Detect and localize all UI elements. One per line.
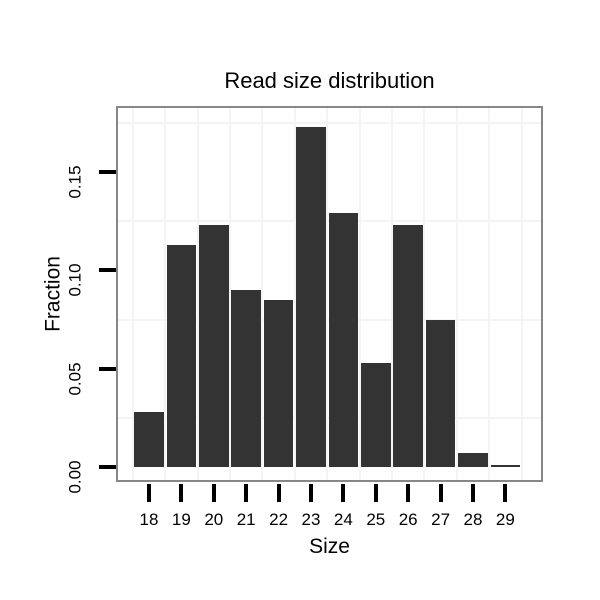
x-tick-label: 24 [333, 510, 353, 529]
y-tick-label: 0.00 [65, 460, 85, 494]
bar-18 [134, 412, 164, 467]
y-tick [99, 268, 116, 273]
y-tick [99, 465, 116, 469]
y-tick-label: 0.10 [65, 263, 85, 297]
gridline-vertical [423, 108, 426, 480]
bar-23 [296, 127, 326, 467]
y-tick [99, 170, 116, 175]
y-axis-title: Fraction [41, 256, 65, 332]
bar-25 [361, 363, 391, 467]
gridline-vertical [164, 108, 167, 480]
bar-28 [458, 453, 488, 467]
chart-title: Read size distribution [224, 68, 435, 93]
x-tick-label: 19 [171, 510, 191, 529]
x-tick [406, 484, 411, 502]
gridline-vertical [391, 108, 393, 480]
bar-21 [231, 290, 261, 467]
x-tick-label: 25 [366, 510, 386, 529]
x-tick-label: 28 [463, 510, 483, 529]
x-tick-label: 26 [398, 510, 418, 529]
y-tick-label: 0.15 [65, 165, 85, 199]
x-tick-label: 18 [139, 510, 159, 529]
x-tick [309, 484, 313, 502]
bar-26 [393, 225, 423, 467]
gridline-vertical [261, 108, 264, 480]
gridline-vertical [358, 108, 361, 480]
x-tick [179, 484, 184, 502]
gridline-vertical [196, 108, 199, 480]
bar-19 [166, 245, 197, 467]
x-tick-label: 29 [495, 510, 515, 529]
x-tick [373, 484, 378, 502]
x-tick [211, 484, 216, 502]
bar-22 [263, 300, 294, 467]
bar-27 [425, 320, 456, 467]
x-tick [503, 484, 508, 502]
x-tick [471, 484, 475, 502]
gridline-vertical [326, 108, 329, 480]
x-tick-label: 27 [431, 510, 451, 529]
gridline-vertical [229, 108, 231, 480]
gridline-vertical [131, 108, 134, 480]
bar-29 [490, 465, 521, 467]
gridline-vertical [455, 108, 458, 480]
x-tick-label: 20 [204, 510, 224, 529]
x-tick-label: 22 [269, 510, 289, 529]
bar-20 [199, 225, 229, 467]
x-tick [244, 484, 249, 502]
gridline-horizontal [118, 121, 541, 124]
y-tick-label: 0.05 [65, 362, 85, 396]
gridline-vertical [520, 108, 523, 480]
gridline-vertical [293, 108, 296, 480]
y-tick [99, 366, 116, 371]
x-tick [438, 484, 443, 502]
x-axis-title: Size [309, 535, 350, 558]
gridline-vertical [488, 108, 491, 480]
x-tick [341, 484, 346, 502]
x-tick [147, 484, 151, 502]
bar-24 [328, 213, 359, 467]
x-tick [276, 484, 281, 502]
x-tick-label: 21 [236, 510, 256, 529]
x-tick-label: 23 [301, 510, 321, 529]
